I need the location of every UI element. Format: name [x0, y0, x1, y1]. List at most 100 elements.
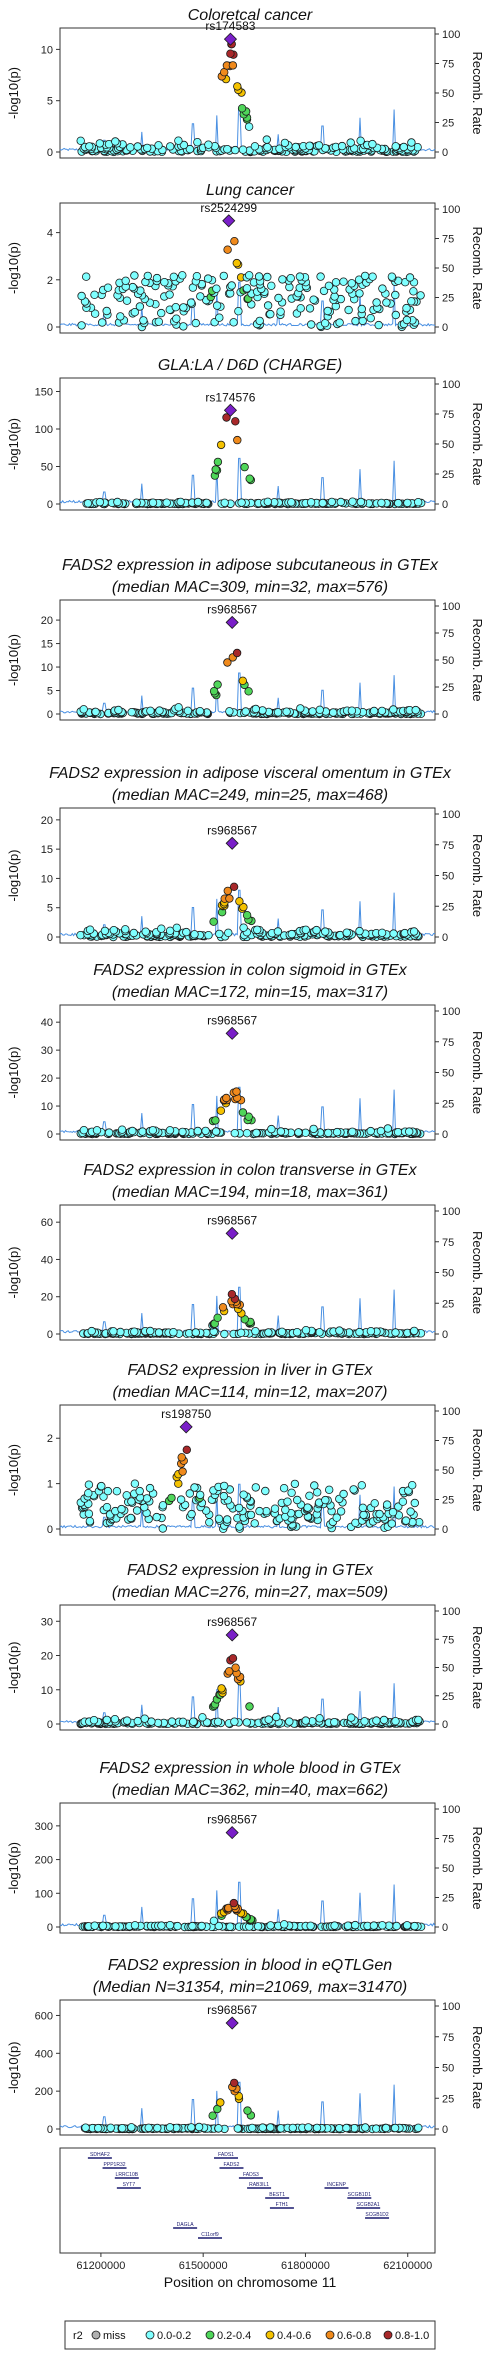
snp-point — [142, 143, 152, 153]
lead-snp-marker — [225, 1026, 239, 1040]
lead-snp-label: rs198750 — [161, 1407, 211, 1421]
legend-swatch — [325, 2330, 335, 2340]
snp-point — [368, 272, 377, 281]
snp-point — [263, 301, 273, 310]
snp-point — [195, 1490, 205, 1500]
y-tick-label: 40 — [41, 1017, 53, 1029]
snp-point — [116, 312, 125, 321]
snp-point — [140, 1714, 149, 1723]
legend-swatch — [91, 2330, 101, 2340]
recomb-tick-label: 0 — [442, 1719, 448, 1731]
panel-title: GLA:LA / D6D (CHARGE) — [158, 357, 342, 374]
snp-point — [145, 1326, 155, 1336]
snp-point — [191, 318, 200, 328]
snp-point — [122, 1716, 132, 1725]
snp-point — [213, 457, 223, 467]
recomb-tick-label: 75 — [442, 1634, 454, 1646]
snp-point — [144, 2123, 153, 2132]
legend-label: 0.2-0.4 — [217, 2330, 251, 2342]
snp-point — [277, 1327, 287, 1336]
snp-point — [114, 705, 123, 715]
snp-point — [156, 308, 166, 318]
snp-point — [377, 498, 386, 508]
panel-title: FADS2 expression in colon transverse in … — [83, 1162, 417, 1179]
snp-point — [87, 1326, 96, 1336]
snp-point — [258, 2123, 267, 2132]
panel-title: FADS2 expression in blood in eQTLGen — [108, 1957, 392, 1974]
snp-point — [172, 314, 181, 323]
snp-point — [355, 926, 364, 936]
snp-point — [224, 1667, 234, 1676]
snp-point — [228, 61, 238, 70]
snp-point — [405, 273, 415, 282]
snp-point — [255, 316, 264, 326]
snp-point — [223, 658, 232, 667]
recomb-tick-label: 75 — [442, 59, 454, 71]
snp-point — [285, 1717, 294, 1726]
snp-point — [102, 1502, 112, 1512]
snp-point — [154, 1328, 164, 1337]
legend-frame — [64, 2320, 436, 2350]
snp-point — [244, 122, 254, 131]
y-tick-label: 20 — [41, 815, 53, 827]
snp-point — [130, 1479, 140, 1488]
gene-label: FADS2 — [224, 2162, 240, 2168]
snp-point — [329, 708, 338, 717]
locus-panel-4: FADS2 expression in adipose subcutaneous… — [6, 557, 485, 721]
y-tick-label: 40 — [41, 1254, 53, 1266]
snp-point — [231, 417, 240, 426]
lead-snp-marker — [225, 1628, 239, 1642]
snp-point — [245, 1702, 254, 1711]
snp-point — [215, 929, 224, 939]
legend-swatch — [383, 2330, 393, 2340]
snp-point — [306, 1921, 315, 1930]
snp-point — [355, 1327, 364, 1337]
snp-point — [266, 1921, 275, 1930]
snp-point — [230, 1717, 239, 1726]
snp-point — [172, 923, 181, 932]
snp-point — [382, 298, 391, 307]
snp-point — [377, 928, 387, 937]
snp-point — [191, 1328, 200, 1337]
y-tick-label: 20 — [41, 1292, 53, 1304]
snp-point — [209, 1916, 219, 1925]
snp-point — [233, 82, 242, 91]
snp-point — [204, 931, 213, 940]
legend-label: 0.4-0.6 — [277, 2330, 311, 2342]
snp-point — [190, 930, 199, 939]
snp-point — [152, 1512, 161, 1522]
recomb-tick-label: 75 — [442, 234, 454, 246]
gene-label: SCGB1D2 — [365, 2212, 389, 2218]
snp-point — [321, 1495, 330, 1505]
snp-point — [76, 136, 85, 145]
snp-point — [355, 289, 364, 298]
snp-point — [237, 498, 246, 507]
snp-point — [165, 1126, 175, 1135]
snp-point — [254, 272, 264, 281]
y-tick-label: 15 — [41, 844, 53, 856]
recomb-tick-label: 75 — [442, 1037, 454, 1049]
snp-point — [263, 497, 272, 506]
snp-point — [214, 1514, 224, 1523]
snp-point — [337, 141, 347, 151]
snp-point — [232, 258, 241, 268]
snp-point — [76, 931, 85, 940]
y-tick-label: 5 — [47, 686, 53, 698]
snp-point — [229, 2078, 239, 2088]
snp-point — [211, 465, 220, 474]
snp-point — [273, 927, 283, 936]
recomb-tick-label: 25 — [442, 1691, 454, 1703]
snp-point — [204, 140, 213, 149]
y-axis-label: -log10(p) — [6, 418, 21, 470]
x-tick-label: 62100000 — [383, 2260, 432, 2272]
recomb-tick-label: 75 — [442, 1436, 454, 1448]
panel-title: FADS2 expression in adipose subcutaneous… — [62, 557, 439, 574]
snp-point — [211, 1127, 221, 1136]
snp-point — [141, 927, 150, 936]
snp-point — [216, 440, 226, 450]
snp-point — [154, 317, 163, 326]
snp-point — [233, 435, 242, 445]
snp-point — [305, 141, 314, 150]
recomb-tick-label: 25 — [442, 1298, 454, 1310]
snp-point — [157, 1921, 166, 1930]
